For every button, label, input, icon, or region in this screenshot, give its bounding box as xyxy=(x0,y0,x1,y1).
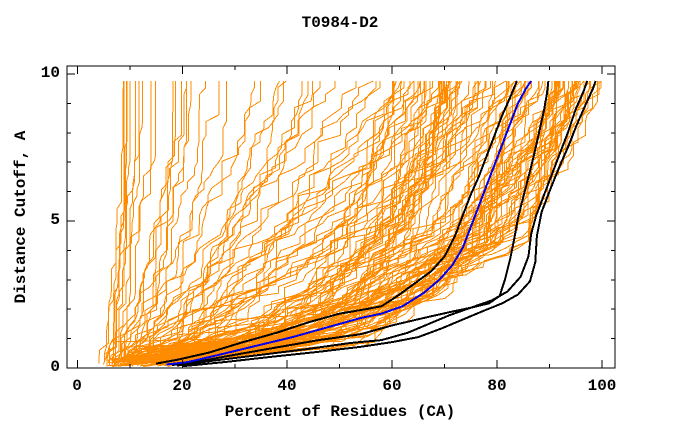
x-tick-label-2: 40 xyxy=(277,377,297,395)
x-tick-label-4: 80 xyxy=(487,377,507,395)
x-axis-label: Percent of Residues (CA) xyxy=(224,403,456,421)
y-tick-label-0: 0 xyxy=(50,358,60,376)
y-tick-label-1: 5 xyxy=(50,211,60,229)
y-tick-label-2: 10 xyxy=(40,64,60,82)
x-tick-label-5: 100 xyxy=(587,377,617,395)
x-tick-label-0: 0 xyxy=(72,377,82,395)
x-tick-label-3: 60 xyxy=(382,377,402,395)
chart-title: T0984-D2 xyxy=(301,14,379,32)
x-tick-label-1: 20 xyxy=(172,377,192,395)
